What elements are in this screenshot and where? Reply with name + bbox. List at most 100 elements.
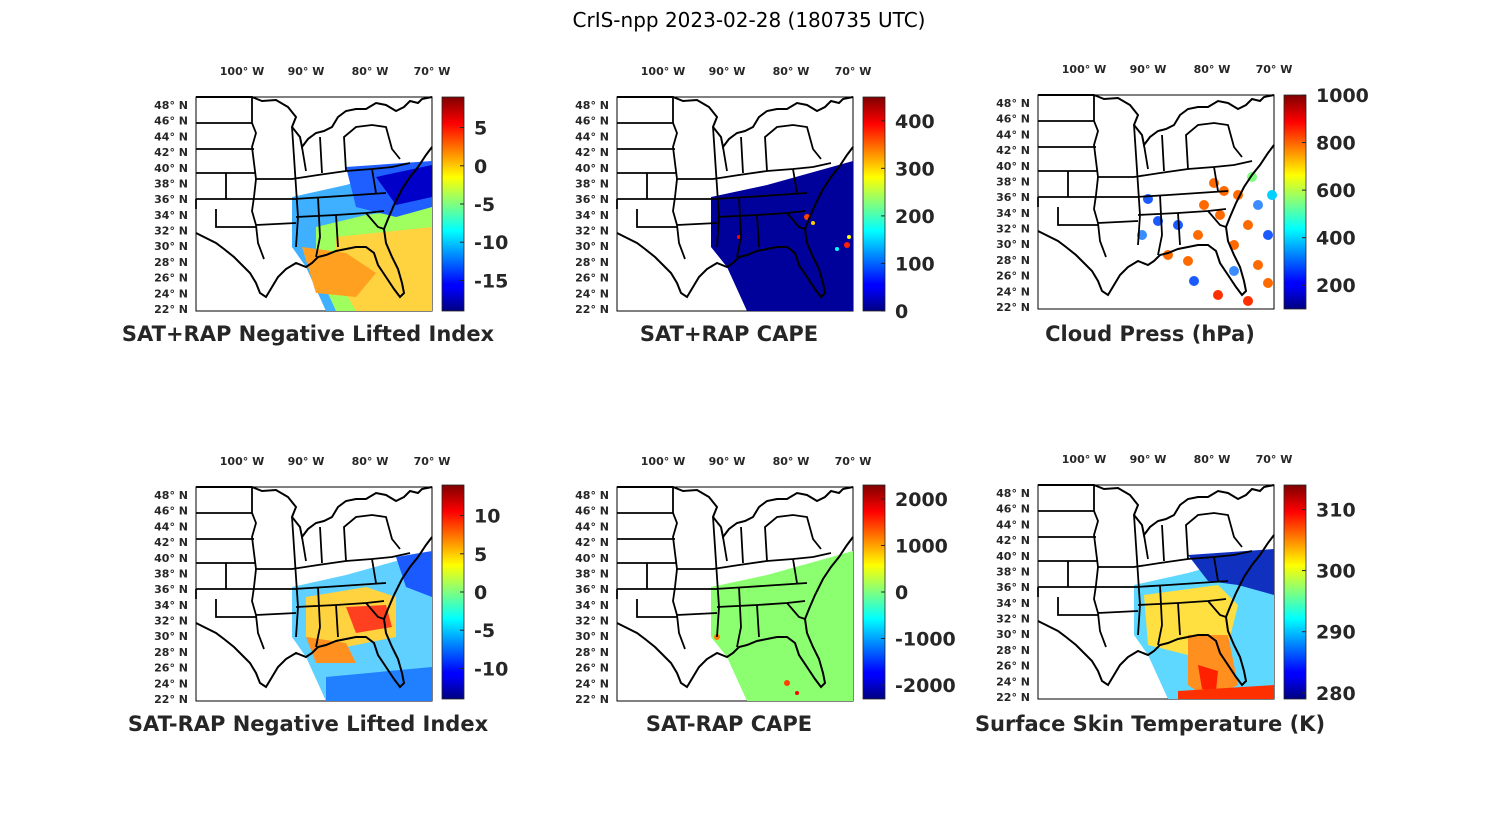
y-tick-labels: 48° N 46° N 44° N 42° N 40° N 38° N 36° N 34° N…: [996, 97, 1030, 314]
x-tick-label: 100° W: [641, 455, 685, 468]
colorbar-tick-label: -5: [474, 194, 495, 216]
panel-title: SAT+RAP Negative Lifted Index: [122, 322, 495, 346]
x-tick-label: 80° W: [1194, 63, 1231, 76]
panel-sat-rap-cape: 100° W 90° W 80° W 70° W 48° N 46° N 44° N…: [575, 65, 935, 346]
y-tick-label: 30° N: [154, 630, 188, 643]
y-tick-label: 32° N: [154, 615, 188, 628]
y-tick-label: 42° N: [154, 536, 188, 549]
y-tick-label: 46° N: [996, 503, 1030, 516]
x-tick-label: 90° W: [1130, 453, 1167, 466]
y-tick-label: 34° N: [154, 209, 188, 222]
y-tick-label: 38° N: [575, 177, 609, 190]
y-tick-label: 26° N: [154, 662, 188, 675]
y-tick-label: 34° N: [575, 209, 609, 222]
colorbar: 400 300 200 100 0: [862, 96, 935, 323]
y-tick-label: 24° N: [154, 677, 188, 690]
x-tick-labels: 100° W 90° W 80° W 70° W: [1062, 63, 1293, 76]
colorbar-tick-label: 300: [1316, 561, 1356, 583]
colorbar-tick-label: 300: [895, 158, 935, 180]
panel-cloud-press: 100° W 90° W 80° W 70° W 48° N 46° N 44° N…: [996, 63, 1369, 346]
colorbar-tick-label: -5: [474, 620, 495, 642]
y-tick-label: 42° N: [154, 146, 188, 159]
x-tick-label: 100° W: [1062, 63, 1106, 76]
colorbar-tick-label: 1000: [1316, 85, 1369, 107]
y-tick-label: 46° N: [996, 113, 1030, 126]
y-tick-label: 42° N: [575, 146, 609, 159]
x-tick-label: 70° W: [835, 65, 872, 78]
x-tick-label: 70° W: [1256, 453, 1293, 466]
x-tick-label: 100° W: [220, 65, 264, 78]
y-tick-label: 28° N: [575, 256, 609, 269]
colorbar-gradient: [1283, 484, 1307, 700]
y-tick-label: 44° N: [996, 518, 1030, 531]
colorbar-tick-label: 280: [1316, 683, 1356, 705]
colorbar-tick-label: 1000: [895, 535, 948, 557]
x-tick-label: 70° W: [414, 455, 451, 468]
y-tick-label: 26° N: [575, 272, 609, 285]
y-tick-label: 24° N: [154, 287, 188, 300]
y-tick-label: 44° N: [575, 520, 609, 533]
x-tick-label: 80° W: [352, 455, 389, 468]
y-tick-label: 38° N: [996, 175, 1030, 188]
colorbar-tick-label: 400: [1316, 228, 1356, 250]
colorbar-tick-label: 0: [895, 301, 908, 323]
y-tick-label: 40° N: [575, 162, 609, 175]
colorbar: 1000 800 600 400 200: [1283, 85, 1369, 310]
x-tick-label: 100° W: [1062, 453, 1106, 466]
y-tick-label: 36° N: [575, 193, 609, 206]
y-tick-label: 38° N: [154, 567, 188, 580]
y-tick-label: 34° N: [996, 207, 1030, 220]
y-tick-label: 34° N: [575, 599, 609, 612]
x-tick-label: 100° W: [641, 65, 685, 78]
y-tick-label: 36° N: [996, 581, 1030, 594]
y-tick-label: 22° N: [996, 691, 1030, 704]
y-tick-label: 32° N: [575, 615, 609, 628]
y-tick-label: 28° N: [996, 254, 1030, 267]
y-tick-labels: 48° N 46° N 44° N 42° N 40° N 38° N 36° N 34° N…: [154, 489, 188, 706]
y-tick-label: 48° N: [154, 99, 188, 112]
y-tick-label: 22° N: [575, 693, 609, 706]
y-tick-label: 24° N: [996, 675, 1030, 688]
y-tick-label: 32° N: [996, 223, 1030, 236]
y-tick-label: 26° N: [996, 270, 1030, 283]
panel-title: Surface Skin Temperature (K): [975, 712, 1325, 736]
y-tick-label: 42° N: [996, 534, 1030, 547]
y-tick-label: 30° N: [575, 240, 609, 253]
y-tick-label: 38° N: [996, 565, 1030, 578]
x-tick-label: 90° W: [288, 455, 325, 468]
colorbar-tick-label: 10: [474, 506, 500, 528]
figure-suptitle: CrIS-npp 2023-02-28 (180735 UTC): [573, 8, 926, 32]
y-tick-label: 28° N: [996, 644, 1030, 657]
y-tick-label: 26° N: [154, 272, 188, 285]
panel-sat-minus-rap-cape: 100° W 90° W 80° W 70° W 48° N 46° N 44° N…: [575, 455, 956, 736]
x-tick-label: 90° W: [1130, 63, 1167, 76]
panel-title: SAT-RAP Negative Lifted Index: [128, 712, 489, 736]
y-tick-label: 32° N: [575, 225, 609, 238]
colorbar: 2000 1000 0 -1000 -2000: [862, 484, 956, 700]
panel-surface-skin-temperature: 100° W 90° W 80° W 70° W 48° N 46° N 44° N…: [975, 453, 1356, 736]
y-tick-label: 40° N: [575, 552, 609, 565]
x-tick-label: 70° W: [835, 455, 872, 468]
colorbar-tick-label: 100: [895, 253, 935, 275]
colorbar-tick-label: 2000: [895, 489, 948, 511]
colorbar: 10 5 0 -5 -10: [441, 484, 508, 700]
y-tick-label: 40° N: [996, 550, 1030, 563]
colorbar-tick-label: -1000: [895, 629, 956, 651]
colorbar-tick-label: 0: [895, 582, 908, 604]
colorbar-tick-label: 310: [1316, 499, 1356, 521]
colorbar-tick-label: -2000: [895, 675, 956, 697]
colorbar-tick-label: 0: [474, 582, 487, 604]
y-tick-label: 24° N: [575, 287, 609, 300]
colorbar-tick-label: 800: [1316, 133, 1356, 155]
y-tick-label: 34° N: [996, 597, 1030, 610]
y-tick-label: 26° N: [996, 660, 1030, 673]
colorbar-tick-label: 200: [1316, 275, 1356, 297]
y-tick-label: 28° N: [154, 646, 188, 659]
y-tick-label: 30° N: [996, 628, 1030, 641]
y-tick-label: 22° N: [575, 303, 609, 316]
x-tick-label: 80° W: [1194, 453, 1231, 466]
colorbar-tick-label: 400: [895, 111, 935, 133]
y-tick-label: 24° N: [996, 285, 1030, 298]
colorbar-tick-label: 200: [895, 206, 935, 228]
y-tick-label: 36° N: [154, 193, 188, 206]
